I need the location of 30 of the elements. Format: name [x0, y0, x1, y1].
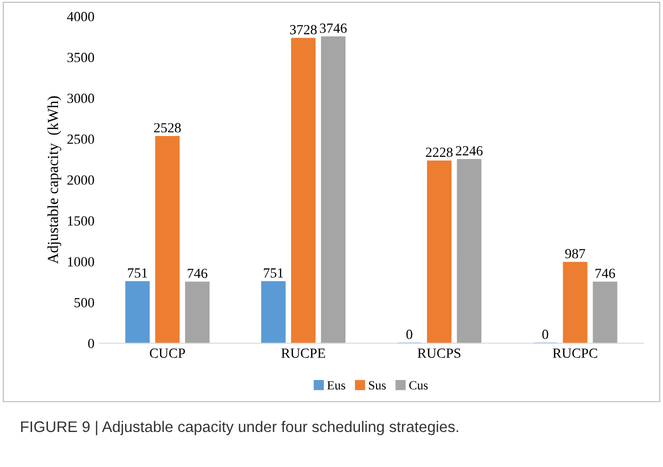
data-label: 746	[188, 268, 208, 278]
x-tick-label: RUCPC	[552, 348, 598, 358]
caption: FIGURE 9 | Adjustable capacity under four scheduling strategies.	[21, 420, 458, 436]
y-tick-label: 3500	[67, 52, 94, 62]
y-tick-label: 0	[88, 338, 94, 348]
x-tick-label: RUCPS	[418, 348, 460, 358]
legend-label: Cus	[409, 381, 428, 390]
data-label: 2528	[154, 123, 181, 132]
y-tick-label: 2500	[67, 134, 94, 144]
data-label: 746	[596, 268, 616, 278]
y-tick-label: 2000	[67, 175, 94, 185]
data-label: 0	[406, 330, 412, 340]
data-label: 2228	[426, 148, 453, 157]
x-tick-label: RUCPE	[281, 348, 326, 358]
data-label: 751	[264, 268, 284, 278]
y-tick-label: 500	[74, 298, 94, 308]
data-label: 2246	[456, 146, 483, 156]
x-tick-label: CUCP	[150, 348, 185, 358]
data-label: 987	[565, 249, 586, 258]
data-label: 751	[128, 268, 148, 278]
y-tick-label: 1500	[68, 216, 94, 226]
y-axis-title: Adjustable capacity (kWh)	[47, 96, 62, 264]
data-label: 0	[542, 330, 548, 340]
data-label: 3728	[290, 24, 317, 34]
data-label: 3746	[320, 24, 347, 33]
y-tick-label: 1000	[68, 257, 94, 266]
legend-label: Eus	[327, 381, 346, 390]
legend-label: Sus	[368, 381, 386, 390]
y-tick-label: 4000	[67, 12, 94, 22]
y-tick-label: 3000	[67, 94, 94, 104]
